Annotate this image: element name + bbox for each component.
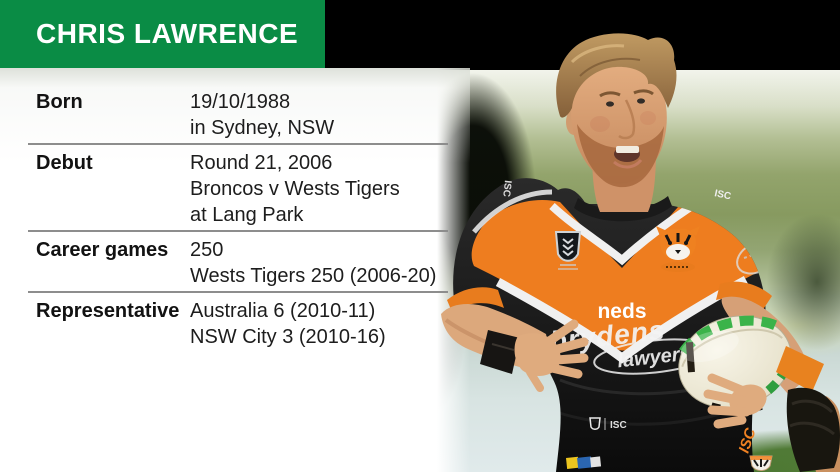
nose bbox=[618, 99, 636, 140]
row-label: Career games bbox=[36, 239, 169, 261]
value-line: Wests Tigers 250 (2006-20) bbox=[190, 265, 437, 287]
left-wrist-tape bbox=[776, 346, 824, 392]
nrl-badge-icon bbox=[554, 231, 582, 270]
value-line: NSW City 3 (2010-16) bbox=[190, 326, 386, 348]
shorts-nrl-badge-icon: ISC bbox=[589, 417, 627, 431]
player-head bbox=[556, 33, 677, 188]
row-value: 19/10/1988 in Sydney, NSW bbox=[190, 89, 334, 141]
row-label: Debut bbox=[36, 152, 93, 174]
row-value: Australia 6 (2010-11) NSW City 3 (2010-1… bbox=[190, 298, 386, 350]
cheek bbox=[640, 111, 656, 125]
profile-table: Born 19/10/1988 in Sydney, NSW Debut Rou… bbox=[28, 84, 448, 352]
cheek bbox=[590, 116, 610, 132]
shorts-color-patch bbox=[566, 456, 602, 469]
shorts-brand-text: ISC bbox=[610, 420, 627, 431]
right-sleeve-brand-text: ISC bbox=[500, 180, 513, 198]
left-shoulder-brand-text: ISC bbox=[713, 188, 732, 202]
teeth bbox=[616, 146, 639, 153]
hair-strand bbox=[579, 57, 641, 77]
right-hand-fingers bbox=[526, 319, 589, 392]
wests-tigers-logo-icon bbox=[656, 226, 700, 272]
elbow-strap-lines bbox=[789, 399, 835, 436]
row-label: Born bbox=[36, 91, 83, 113]
eyebrow bbox=[599, 91, 621, 98]
value-line: 19/10/1988 bbox=[190, 91, 291, 113]
jersey-collar bbox=[574, 196, 672, 222]
player-left-hand bbox=[703, 346, 840, 472]
value-line: Round 21, 2006 bbox=[190, 152, 333, 174]
player-photo: neds brydens lawyers ISC ISC bbox=[441, 33, 840, 472]
football-print bbox=[685, 341, 695, 373]
shorts-tigers-patch bbox=[749, 455, 773, 471]
value-line: Broncos v Wests Tigers bbox=[190, 178, 400, 200]
elbow-strap bbox=[786, 387, 840, 472]
player-figure: neds brydens lawyers ISC ISC bbox=[441, 33, 840, 472]
left-hand-fingers bbox=[703, 373, 753, 429]
football-highlight bbox=[680, 330, 739, 363]
inner-white-chevron bbox=[549, 202, 695, 266]
table-row-debut: Debut Round 21, 2006 Broncos v Wests Tig… bbox=[28, 145, 448, 232]
wrist-strap bbox=[480, 330, 520, 374]
title-banner: CHRIS LAWRENCE bbox=[0, 0, 325, 68]
player-right-arm bbox=[441, 287, 589, 392]
row-value: 250 Wests Tigers 250 (2006-20) bbox=[190, 237, 436, 289]
value-line: Australia 6 (2010-11) bbox=[190, 300, 376, 322]
eye bbox=[637, 98, 645, 104]
fabric-wrinkle bbox=[555, 410, 721, 426]
eyebrow bbox=[633, 89, 654, 96]
value-line: at Lang Park bbox=[190, 204, 304, 226]
table-row-career-games: Career games 250 Wests Tigers 250 (2006-… bbox=[28, 232, 448, 293]
row-label: Representative bbox=[36, 300, 180, 322]
page-title: CHRIS LAWRENCE bbox=[36, 18, 299, 49]
table-row-born: Born 19/10/1988 in Sydney, NSW bbox=[28, 84, 448, 145]
lower-lip bbox=[613, 158, 643, 169]
right-shoulder-piping bbox=[472, 189, 553, 234]
outer-white-chevron bbox=[495, 276, 749, 364]
row-value: Round 21, 2006 Broncos v Wests Tigers at… bbox=[190, 150, 400, 228]
football bbox=[678, 315, 794, 414]
table-row-representative: Representative Australia 6 (2010-11) NSW… bbox=[28, 293, 448, 352]
info-panel-background bbox=[0, 68, 470, 472]
eye bbox=[606, 101, 614, 107]
value-line: in Sydney, NSW bbox=[190, 117, 335, 139]
hair-highlight bbox=[570, 44, 625, 64]
value-line: 250 bbox=[190, 239, 224, 261]
jersey-front-sponsor-text: neds bbox=[597, 300, 646, 323]
wrist-strap-line bbox=[491, 343, 515, 351]
player-hair bbox=[556, 33, 677, 118]
